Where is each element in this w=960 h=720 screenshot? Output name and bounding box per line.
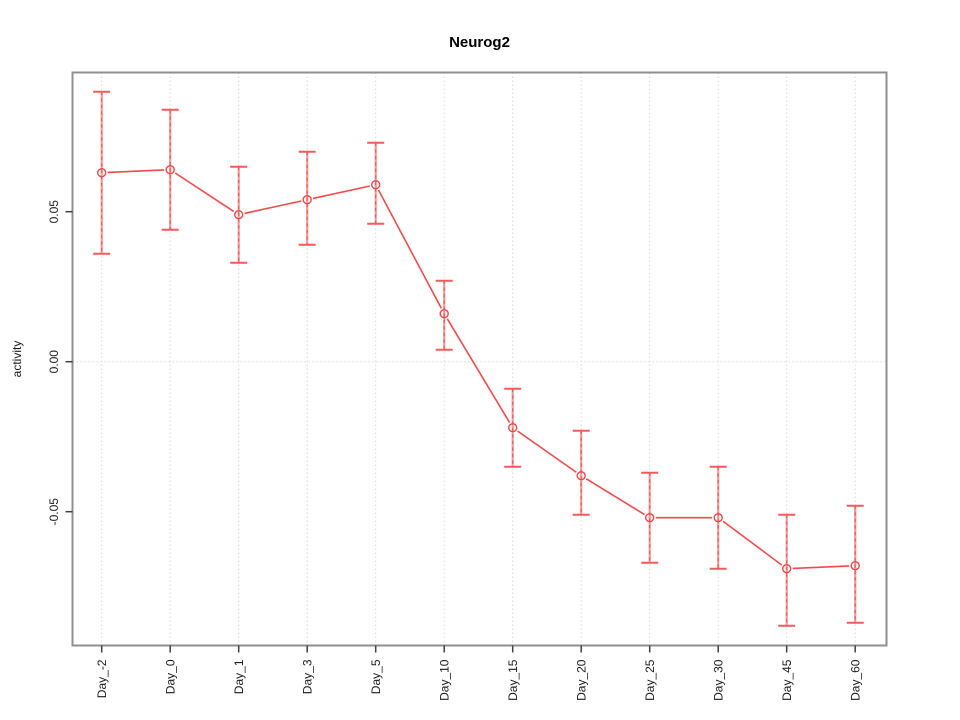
series-segment bbox=[312, 185, 371, 200]
series-segment bbox=[107, 169, 165, 174]
x-tick-label: Day_-2 bbox=[95, 659, 109, 698]
data-point bbox=[439, 309, 449, 319]
data-point bbox=[165, 164, 175, 175]
series-segment bbox=[377, 189, 443, 309]
x-tick-label: Day_1 bbox=[232, 659, 246, 694]
series-segment bbox=[446, 318, 511, 423]
data-point bbox=[96, 167, 107, 178]
plot-border bbox=[71, 71, 888, 647]
data-point bbox=[371, 179, 381, 190]
series-segment bbox=[174, 172, 235, 213]
series-segment bbox=[244, 200, 302, 215]
x-tick-label: Day_30 bbox=[712, 659, 726, 701]
x-tick-label: Day_10 bbox=[438, 659, 452, 701]
x-tick-label: Day_20 bbox=[575, 659, 589, 701]
y-axis-label: activity bbox=[10, 341, 24, 378]
x-tick-label: Day_45 bbox=[780, 659, 794, 701]
x-tick-label: Day_0 bbox=[164, 659, 178, 694]
data-point bbox=[850, 561, 860, 571]
x-tick-label: Day_60 bbox=[849, 659, 863, 701]
data-point bbox=[508, 423, 518, 433]
data-point bbox=[713, 513, 723, 523]
series-segment bbox=[517, 430, 577, 473]
y-tick-label: 0.05 bbox=[47, 200, 61, 224]
data-point bbox=[782, 564, 792, 574]
chart-title: Neurog2 bbox=[449, 34, 510, 51]
data-point bbox=[233, 209, 244, 220]
data-point bbox=[302, 194, 312, 205]
y-tick-label: -0.05 bbox=[47, 498, 61, 526]
series-segment bbox=[722, 520, 783, 566]
data-point bbox=[576, 471, 586, 481]
chart-layer: 0.05 0.00 -0.05 Day_-2 Day_0 Day_1 Day_3 Day_5 D… bbox=[47, 71, 888, 701]
x-tick-label: Day_15 bbox=[506, 659, 520, 701]
x-tick-label: Day_3 bbox=[301, 659, 315, 694]
series-segment bbox=[585, 478, 646, 516]
y-tick-label: 0.00 bbox=[47, 350, 61, 374]
x-tick-label: Day_25 bbox=[643, 659, 657, 701]
data-point bbox=[645, 513, 655, 523]
series-segment bbox=[792, 565, 850, 570]
x-tick-label: Day_5 bbox=[369, 659, 383, 694]
